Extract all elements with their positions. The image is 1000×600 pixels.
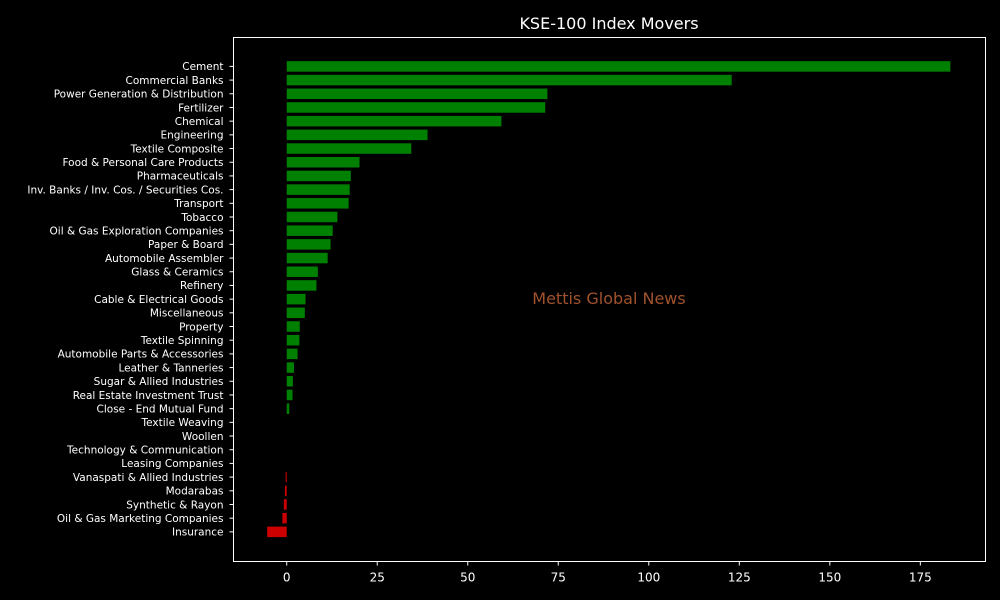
bar-tobacco: [286, 211, 338, 223]
bar-automobile-parts-accessories: [286, 348, 298, 360]
category-label: Chemical: [175, 116, 224, 128]
x-tick-label: 150: [818, 571, 841, 585]
category-label: Oil & Gas Exploration Companies: [50, 225, 224, 237]
category-label: Insurance: [172, 527, 224, 539]
category-label: Vanaspati & Allied Industries: [73, 472, 224, 484]
x-axis-ticks-group: 0 25 50 75 100 125 150 175: [283, 561, 932, 585]
category-label: Pharmaceuticals: [137, 171, 224, 183]
category-label: Tobacco: [180, 212, 223, 224]
bar-automobile-assembler: [286, 252, 328, 264]
category-label: Textile Spinning: [140, 335, 224, 347]
bar-power-generation-distribution: [286, 88, 548, 100]
bar-refinery: [286, 280, 317, 291]
category-label: Automobile Assembler: [105, 253, 224, 265]
category-label: Real Estate Investment Trust: [73, 390, 224, 402]
bar-close-end-mutual-fund: [286, 403, 290, 414]
x-tick-label: 50: [460, 571, 475, 585]
chart-title: KSE-100 Index Movers: [519, 14, 698, 33]
bar-glass-ceramics: [286, 266, 318, 277]
category-label: Technology & Communication: [66, 445, 223, 457]
category-label: Textile Composite: [130, 143, 224, 155]
category-label: Cable & Electrical Goods: [94, 294, 223, 306]
bar-cable-electrical-goods: [286, 293, 306, 305]
category-label: Fertilizer: [178, 102, 224, 114]
bar-synthetic-rayon: [283, 499, 287, 510]
x-tick-label: 125: [728, 571, 751, 585]
category-label: Sugar & Allied Industries: [94, 376, 224, 388]
bar-miscellaneous: [286, 307, 305, 319]
category-label: Property: [179, 321, 223, 333]
category-label: Paper & Board: [148, 239, 223, 251]
category-label: Synthetic & Rayon: [126, 499, 223, 511]
x-tick-label: 75: [551, 571, 566, 585]
category-label: Transport: [173, 198, 223, 210]
bar-modarabas: [284, 485, 287, 497]
category-label: Leasing Companies: [121, 458, 223, 470]
bar-textile-composite: [286, 143, 412, 154]
category-label: Commercial Banks: [126, 75, 224, 87]
bar-chemical: [286, 115, 502, 127]
bar-engineering: [286, 129, 428, 141]
category-label: Food & Personal Care Products: [62, 157, 223, 169]
watermark: Mettis Global News: [532, 289, 685, 308]
bar-fertilizer: [286, 102, 546, 113]
bar-real-estate-investment-trust: [286, 389, 293, 401]
bar-leather-tanneries: [286, 362, 294, 373]
category-label: Oil & Gas Marketing Companies: [57, 513, 224, 525]
category-label: Engineering: [161, 130, 224, 142]
bar-pharmaceuticals: [286, 170, 351, 182]
bar-oil-gas-marketing-companies: [282, 512, 287, 524]
bar-cement: [286, 61, 951, 72]
category-label: Power Generation & Distribution: [54, 89, 224, 101]
bar-oil-gas-exploration-companies: [286, 225, 333, 236]
category-labels-group: Cement Commercial Banks Power Generation &…: [27, 61, 234, 539]
category-label: Automobile Parts & Accessories: [58, 349, 224, 361]
category-label: Modarabas: [166, 486, 224, 498]
bar-paper-board: [286, 239, 331, 250]
bar-commercial-banks: [286, 74, 732, 86]
x-tick-label: 0: [283, 571, 291, 585]
bar-transport: [286, 198, 349, 209]
category-label: Refinery: [180, 280, 224, 292]
bar-sugar-allied-industries: [286, 376, 293, 387]
category-label: Glass & Ceramics: [131, 267, 223, 279]
x-tick-label: 175: [909, 571, 932, 585]
category-label: Woollen: [182, 431, 224, 443]
bar-inv-banks-inv-cos-securities-cos: [286, 184, 350, 195]
bar-insurance: [267, 526, 287, 538]
category-label: Leather & Tanneries: [118, 362, 223, 374]
bars-group: [267, 61, 951, 538]
category-label: Miscellaneous: [150, 308, 224, 320]
category-label: Inv. Banks / Inv. Cos. / Securities Cos.: [27, 184, 223, 196]
x-tick-label: 25: [370, 571, 385, 585]
category-label: Close - End Mutual Fund: [97, 403, 224, 415]
bar-property: [286, 321, 300, 332]
bar-food-personal-care-products: [286, 156, 360, 168]
bar-textile-spinning: [286, 334, 300, 346]
x-tick-label: 100: [637, 571, 660, 585]
category-label: Cement: [182, 61, 223, 73]
category-label: Textile Weaving: [141, 417, 224, 429]
bar-vanaspati-allied-industries: [285, 471, 287, 483]
